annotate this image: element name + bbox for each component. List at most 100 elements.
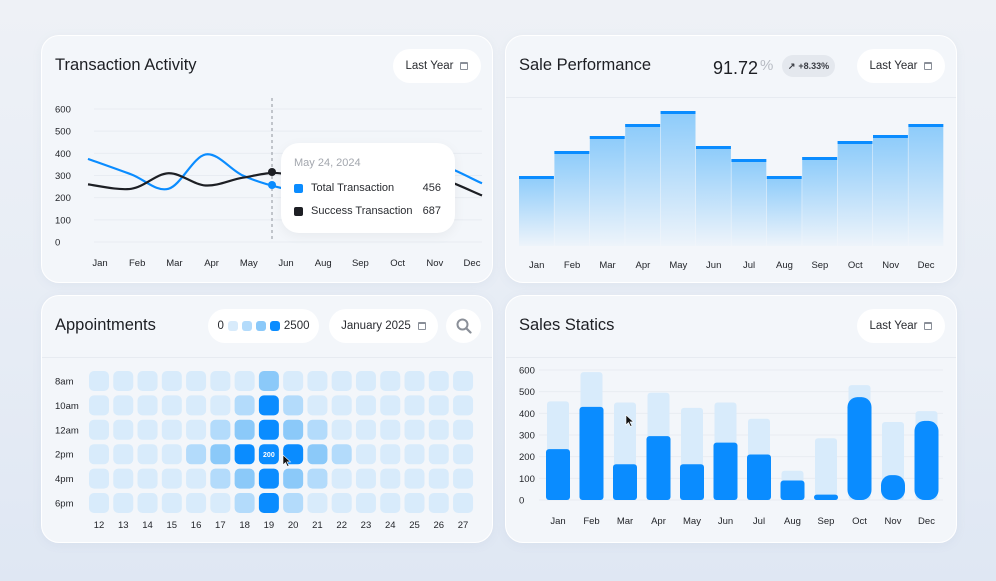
card-title: Appointments [55, 316, 156, 334]
x-tick-label: Nov [885, 516, 902, 527]
card-title: Sale Performance [519, 56, 652, 74]
x-tick-label: Feb [129, 258, 145, 269]
heatmap-cell [137, 419, 158, 440]
heatmap-cell [453, 395, 474, 416]
row-label: 4pm [55, 474, 74, 485]
bar-top [554, 151, 590, 154]
heatmap-cell [404, 371, 425, 391]
legend-swatch [294, 183, 303, 193]
bar-success [713, 442, 738, 500]
sale-performance-card: Sale Performance 91.72% ↗ +8.33% Last Yea… [505, 35, 957, 283]
calendar-icon [417, 322, 426, 330]
heatmap-cell [428, 371, 449, 391]
month-picker-button[interactable]: January 2025 [329, 309, 438, 343]
heatmap-cell [428, 419, 449, 440]
x-tick-label: Feb [583, 516, 599, 527]
cursor-icon [625, 414, 635, 427]
heatmap-cell [210, 468, 231, 489]
divider [42, 357, 492, 358]
heatmap-cell [380, 468, 401, 489]
x-tick-label: Dec [918, 260, 935, 271]
search-button[interactable] [446, 309, 481, 343]
heatmap-cell [428, 493, 449, 513]
bar-top [802, 157, 838, 160]
y-tick-label: 100 [519, 474, 535, 485]
heatmap-cell [137, 395, 158, 416]
bar-top [589, 136, 625, 139]
heatmap-cell [89, 371, 109, 391]
heatmap-cell [186, 395, 207, 416]
heatmap-cell [210, 395, 231, 416]
trending-up-icon: ↗ [787, 60, 796, 71]
heatmap-cell [258, 371, 279, 391]
period-filter-button[interactable]: Last Year [857, 49, 945, 83]
legend-swatch [269, 321, 280, 331]
x-tick-label: Nov [426, 258, 443, 269]
heatmap-cell [453, 419, 474, 440]
heatmap-cell [453, 371, 474, 391]
y-tick-label: 300 [519, 431, 535, 442]
period-filter-button[interactable]: Last Year [857, 309, 945, 343]
performance-value: 91.72% [713, 57, 773, 79]
heatmap-cell [331, 444, 352, 465]
heatmap-cell [186, 419, 207, 440]
bar-top [625, 124, 661, 127]
heatmap-cell [453, 493, 474, 513]
heatmap-cell [258, 444, 279, 465]
bar [802, 157, 838, 246]
heatmap-cell [355, 371, 376, 391]
x-tick-label: May [669, 260, 687, 271]
heatmap-cell [355, 395, 376, 416]
bar-success [747, 454, 771, 500]
heatmap-cell [404, 468, 425, 489]
bar [731, 159, 767, 246]
appointments-heatmap[interactable]: 8am 10am 12am 2pm 4pm 6pm 12 13 14 15 16 17 18 19 20 21… [42, 296, 493, 543]
sales-statics-bar-chart[interactable]: 0 100 200 300 400 500 600 Jan Feb Mar Apr May Jun Jul… [506, 296, 957, 543]
col-label: 25 [409, 520, 420, 531]
sale-performance-bar-chart[interactable]: Jan Feb Mar Apr May Jun Jul Aug Sep Oct Nov Dec [506, 36, 957, 283]
heatmap-cell [137, 444, 158, 465]
heatmap-cell [89, 444, 109, 465]
tooltip-date: May 24, 2024 [294, 157, 361, 169]
bar [873, 135, 908, 246]
heatmap-cell [258, 419, 279, 440]
heatmap-cell [380, 371, 401, 391]
x-tick-label: Sep [818, 516, 835, 527]
bar-success [579, 406, 604, 500]
month-label: January 2025 [341, 320, 411, 332]
y-tick-label: 0 [55, 238, 60, 249]
calendar-icon [924, 322, 933, 330]
period-filter-button[interactable]: Last Year [393, 49, 481, 83]
value-number: 91.72 [713, 58, 759, 78]
heatmap-cell [89, 395, 109, 416]
heatmap-cell [283, 468, 304, 489]
legend-swatch [255, 321, 266, 331]
x-tick-label: Nov [882, 260, 899, 271]
heatmap-cell [186, 371, 207, 391]
x-tick-label: Jan [92, 258, 107, 269]
legend-swatch [241, 321, 252, 331]
col-label: 13 [118, 520, 129, 531]
bar-success [680, 464, 704, 500]
bar [660, 111, 696, 246]
x-tick-label: Sep [811, 260, 828, 271]
col-label: 22 [336, 520, 347, 531]
heatmap-cell [283, 419, 304, 440]
filter-label: Last Year [405, 60, 454, 72]
heatmap-cell [404, 395, 425, 416]
legend-min: 0 [217, 320, 224, 332]
cell-value-label: 200 [263, 452, 275, 459]
hover-point [268, 181, 276, 189]
x-tick-label: Mar [617, 516, 633, 527]
heatmap-cell [404, 444, 425, 465]
sales-statics-card: Sales Statics Last Year 0 100 200 300 400 500… [505, 295, 957, 543]
col-label: 16 [191, 520, 202, 531]
heatmap-cell [331, 419, 352, 440]
heatmap-cell [307, 371, 328, 391]
heatmap-cell [161, 419, 182, 440]
heatmap-cell [210, 419, 231, 440]
heatmap-cell [307, 395, 328, 416]
heatmap-cell [161, 468, 182, 489]
bar-success [814, 494, 838, 500]
heatmap-cell [355, 419, 376, 440]
